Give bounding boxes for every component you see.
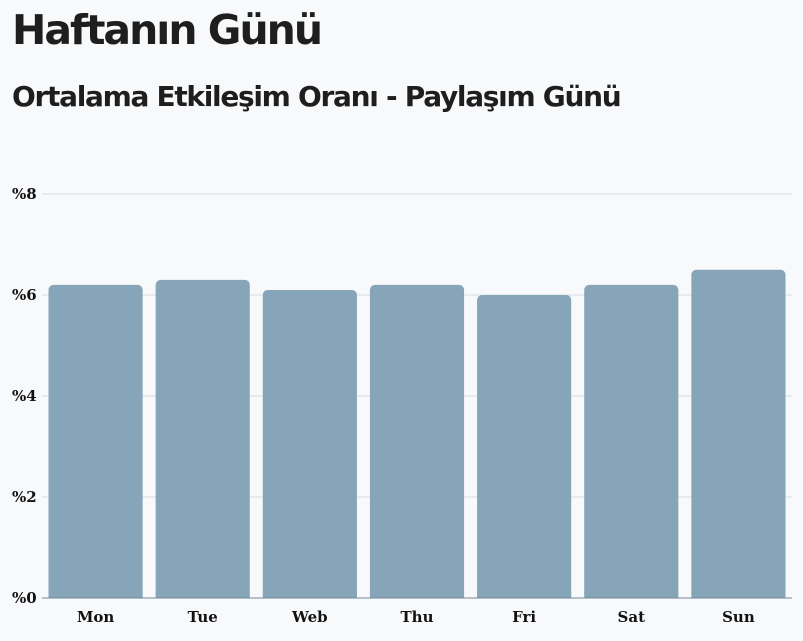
y-tick-label: %4 xyxy=(12,387,37,405)
x-tick-label: Thu xyxy=(401,608,434,626)
bar-web xyxy=(262,289,357,598)
x-tick-label: Sat xyxy=(618,608,646,626)
bar-mon xyxy=(48,284,143,598)
y-tick-label: %8 xyxy=(12,185,37,203)
chart-subtitle: Ortalama Etkileşim Oranı - Paylaşım Günü xyxy=(12,80,622,113)
page-title: Haftanın Günü xyxy=(12,6,323,54)
y-tick-label: %2 xyxy=(12,488,37,506)
y-tick-label: %6 xyxy=(12,286,37,304)
bar-base-sun xyxy=(691,592,786,598)
y-tick-label: %0 xyxy=(12,589,37,607)
bar-base-thu xyxy=(369,592,465,598)
x-tick-label: Sun xyxy=(722,608,755,626)
bar-base-fri xyxy=(477,592,572,598)
bar-base-tue xyxy=(155,592,250,598)
bar-thu xyxy=(369,284,465,598)
bar-fri xyxy=(477,295,572,598)
bar-base-sat xyxy=(584,592,679,598)
x-tick-label: Mon xyxy=(77,608,115,626)
x-axis-ticks: Mon Tue Web Thu Fri Sat Sun xyxy=(77,608,755,626)
y-axis-ticks: %0 %2 %4 %6 %8 xyxy=(12,185,37,607)
bar-sat xyxy=(584,284,679,598)
x-tick-label: Tue xyxy=(188,608,218,626)
x-tick-label: Fri xyxy=(512,608,536,626)
x-tick-label: Web xyxy=(291,608,328,626)
bar-sun xyxy=(691,269,786,598)
bar-base-mon xyxy=(48,592,143,598)
bar-base-web xyxy=(262,592,357,598)
bar-tue xyxy=(155,279,250,598)
bars xyxy=(48,269,786,598)
